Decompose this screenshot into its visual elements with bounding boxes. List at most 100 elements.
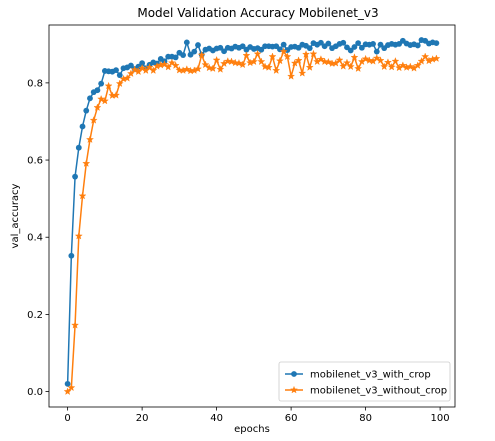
data-point bbox=[128, 62, 134, 69]
data-point bbox=[249, 57, 258, 66]
data-point bbox=[413, 61, 422, 69]
data-point bbox=[340, 39, 347, 46]
data-point bbox=[195, 42, 201, 48]
x-axis-label: epochs bbox=[234, 424, 270, 435]
x-tick-label: 60 bbox=[285, 413, 298, 424]
data-point bbox=[239, 43, 246, 50]
data-point bbox=[387, 62, 396, 71]
data-point bbox=[75, 144, 82, 151]
data-point bbox=[208, 64, 217, 72]
data-point bbox=[227, 57, 236, 66]
x-axis: 0 20 40 60 80 100 bbox=[64, 407, 450, 424]
x-tick-label: 100 bbox=[431, 413, 450, 424]
data-point bbox=[283, 52, 292, 61]
data-point bbox=[264, 63, 273, 71]
data-point bbox=[354, 64, 363, 72]
data-point bbox=[347, 47, 354, 54]
data-point bbox=[221, 48, 227, 55]
legend-entries: mobilenet_v3_with_crop mobilenet_v3_witho… bbox=[285, 370, 447, 397]
plot-frame bbox=[48, 24, 456, 408]
data-point bbox=[191, 48, 198, 55]
data-point bbox=[223, 57, 232, 65]
data-point bbox=[98, 80, 105, 87]
data-point bbox=[376, 56, 385, 64]
x-tick-label: 40 bbox=[210, 413, 223, 424]
data-point bbox=[116, 72, 123, 79]
data-point bbox=[318, 39, 324, 46]
data-point bbox=[280, 41, 287, 48]
data-point bbox=[272, 66, 281, 74]
data-point bbox=[212, 55, 221, 64]
data-point bbox=[217, 44, 224, 51]
data-point bbox=[421, 52, 430, 61]
data-point bbox=[377, 41, 384, 48]
legend-marker bbox=[291, 371, 297, 377]
data-point bbox=[63, 387, 72, 395]
data-point bbox=[126, 69, 135, 77]
y-tick-label: 0.2 bbox=[27, 310, 43, 321]
data-point bbox=[72, 173, 78, 180]
data-point bbox=[94, 87, 101, 94]
data-point bbox=[79, 123, 86, 130]
data-point bbox=[175, 65, 184, 74]
data-point bbox=[234, 59, 243, 67]
y-tick-label: 0.4 bbox=[27, 233, 43, 244]
data-point bbox=[183, 39, 190, 46]
data-point bbox=[361, 54, 370, 63]
data-point bbox=[355, 40, 362, 47]
data-point bbox=[74, 231, 83, 240]
legend-marker bbox=[290, 385, 298, 394]
data-point bbox=[383, 58, 392, 66]
data-point bbox=[78, 191, 87, 200]
data-point bbox=[287, 72, 296, 80]
y-tick-label: 0.6 bbox=[27, 156, 43, 167]
data-point bbox=[145, 63, 154, 71]
data-point bbox=[298, 69, 307, 77]
data-point bbox=[309, 49, 318, 58]
data-point bbox=[324, 57, 333, 66]
data-point bbox=[82, 159, 91, 167]
legend-label: mobilenet_v3_without_crop bbox=[310, 386, 447, 397]
data-point bbox=[67, 383, 76, 392]
data-point bbox=[275, 56, 284, 65]
data-point bbox=[83, 107, 90, 114]
data-point bbox=[138, 64, 147, 72]
data-point bbox=[197, 50, 206, 59]
data-point bbox=[279, 47, 288, 56]
x-tick-label: 0 bbox=[64, 413, 70, 424]
data-point bbox=[346, 62, 355, 71]
x-tick-label: 20 bbox=[136, 413, 149, 424]
data-point bbox=[373, 48, 380, 55]
data-point bbox=[380, 62, 389, 71]
data-point bbox=[305, 63, 314, 71]
data-point bbox=[398, 61, 407, 69]
series-mobilenet_v3_without_crop bbox=[63, 47, 441, 395]
data-point bbox=[320, 57, 329, 66]
data-point bbox=[112, 91, 121, 99]
data-point bbox=[417, 57, 426, 65]
data-point bbox=[350, 53, 359, 61]
data-point bbox=[306, 45, 313, 52]
data-point bbox=[182, 65, 191, 73]
data-point bbox=[123, 74, 132, 82]
data-point bbox=[257, 57, 266, 66]
data-point bbox=[149, 66, 158, 74]
data-point bbox=[432, 54, 441, 62]
data-point bbox=[414, 42, 421, 49]
data-point bbox=[130, 65, 139, 74]
data-point bbox=[171, 61, 180, 69]
data-point bbox=[302, 50, 310, 58]
data-point bbox=[391, 57, 400, 65]
data-point bbox=[258, 46, 265, 53]
data-point bbox=[71, 321, 80, 329]
y-axis: 0.0 0.2 0.4 0.6 0.8 bbox=[27, 78, 49, 398]
data-point bbox=[97, 94, 106, 103]
data-point bbox=[242, 51, 251, 59]
data-point bbox=[180, 52, 186, 58]
data-point bbox=[325, 40, 332, 47]
data-point bbox=[100, 96, 109, 105]
data-point bbox=[115, 79, 124, 88]
data-point bbox=[68, 252, 75, 259]
y-tick-label: 0.8 bbox=[27, 78, 43, 89]
series-mobilenet_v3_with_crop bbox=[64, 37, 440, 387]
